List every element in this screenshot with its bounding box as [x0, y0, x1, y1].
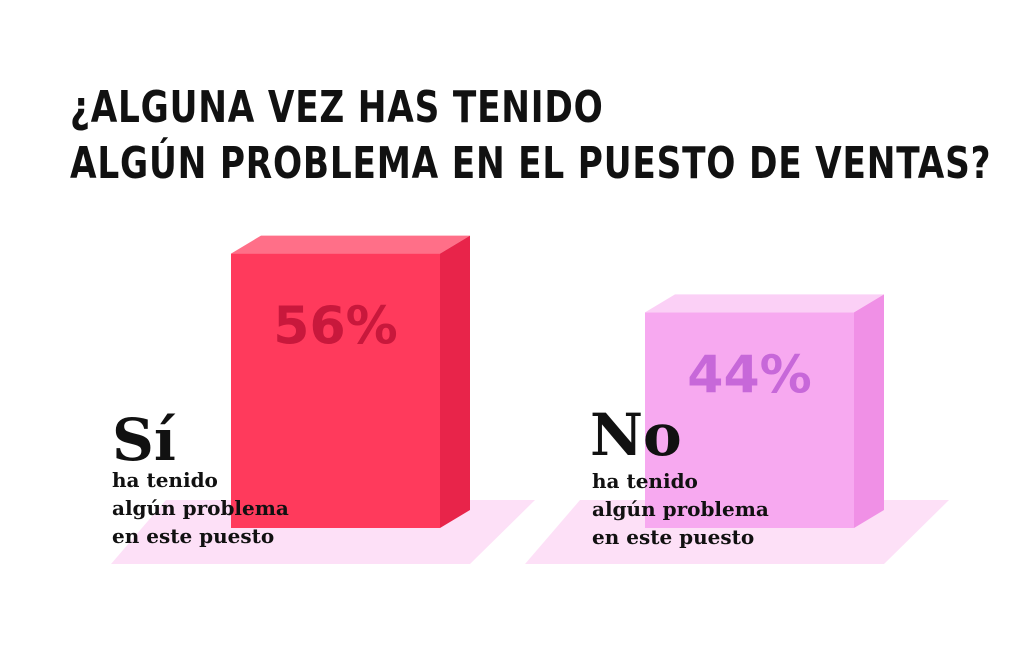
bar-side-si [440, 235, 470, 528]
bar-si [231, 253, 440, 528]
bar-group-no: 44% No ha tenido algún problema en este … [525, 294, 949, 564]
title-line-1: ¿ALGUNA VEZ HAS TENIDO [70, 82, 604, 133]
bar-top-no [645, 294, 884, 313]
category-label-no: No [590, 401, 682, 469]
bar-top-si [231, 235, 470, 254]
title-line-2: ALGÚN PROBLEMA EN EL PUESTO DE VENTAS? [70, 138, 992, 189]
data-label-no: 44% [687, 345, 811, 405]
data-label-si: 56% [273, 297, 397, 357]
category-label-si: Sí [112, 406, 176, 474]
description-no-line-3: en este puesto [592, 525, 754, 549]
bar-no [645, 312, 854, 528]
bar-side-no [854, 294, 884, 528]
bar-group-si: 56% Sí ha tenido algún problema en este … [111, 235, 535, 564]
chart-title: ¿ALGUNA VEZ HAS TENIDO ALGÚN PROBLEMA EN… [70, 80, 991, 192]
description-si-line-3: en este puesto [112, 524, 274, 548]
description-si-line-1: ha tenido [112, 468, 218, 492]
description-no-line-2: algún problema [592, 497, 769, 521]
description-si-line-2: algún problema [112, 496, 289, 520]
description-no-line-1: ha tenido [592, 469, 698, 493]
